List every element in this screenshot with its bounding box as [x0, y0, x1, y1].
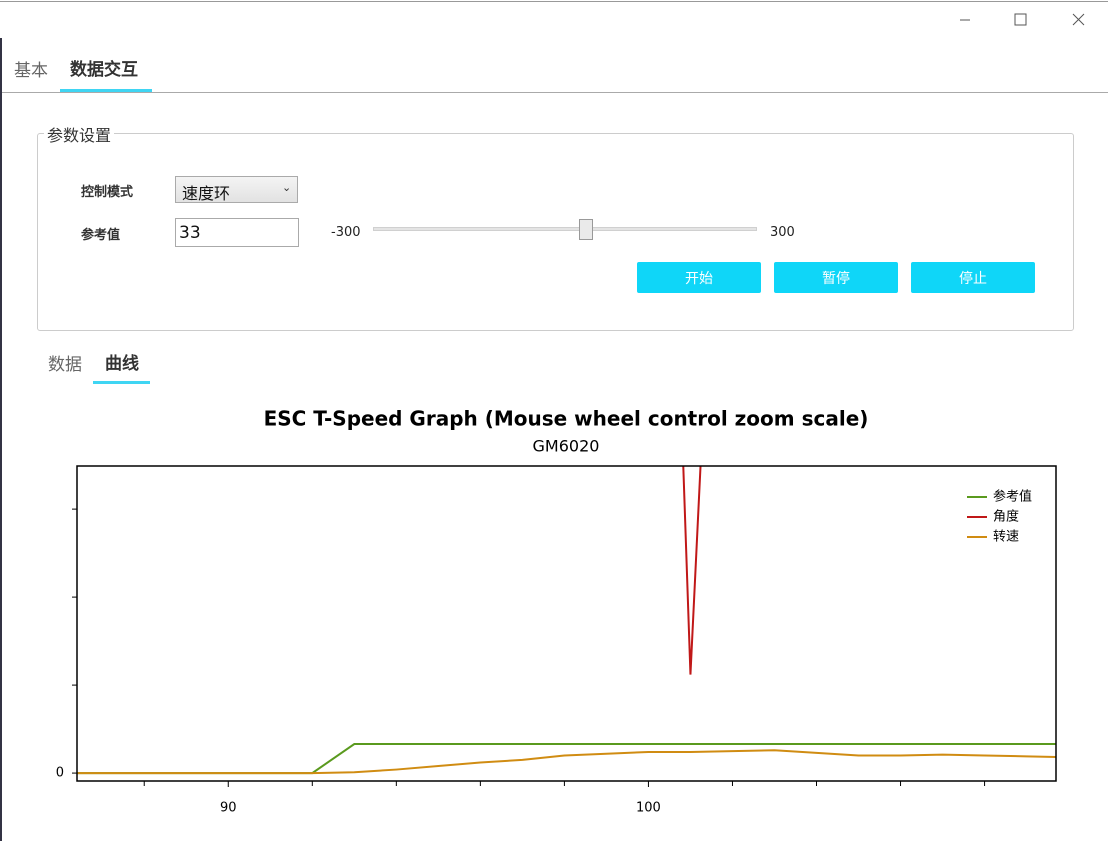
mode-select[interactable]: 速度环 ⌄ — [175, 176, 298, 203]
slider-thumb[interactable] — [579, 219, 594, 240]
series-line — [682, 466, 702, 675]
slider-track[interactable] — [373, 227, 757, 231]
stop-button[interactable]: 停止 — [911, 262, 1035, 293]
slider-max: 300 — [770, 225, 795, 240]
tab-divider — [2, 92, 1108, 93]
group-title: 参数设置 — [44, 122, 115, 146]
series-line — [77, 749, 1056, 775]
chart: ESC T-Speed Graph (Mouse wheel control z… — [56, 407, 1057, 816]
input-value: 33 — [179, 223, 201, 243]
legend-label: 角度 — [993, 509, 1019, 525]
x-tick-label: 90 — [220, 801, 237, 816]
tab-active[interactable]: 数据交互 — [70, 60, 138, 80]
chart-title: ESC T-Speed Graph (Mouse wheel control z… — [264, 407, 869, 431]
subtab[interactable]: 数据 — [48, 355, 82, 375]
mode-label: 控制模式 — [81, 185, 134, 200]
series-line — [77, 743, 1056, 775]
select-arrow: ⌄ — [282, 181, 292, 194]
ref-input[interactable]: 33 — [175, 218, 299, 247]
left-edge — [0, 38, 2, 841]
tab-underline — [60, 89, 152, 92]
ref-label: 参考值 — [81, 228, 121, 243]
maximize[interactable] — [1014, 13, 1027, 26]
top-border — [0, 1, 1108, 2]
plot-frame — [76, 465, 1057, 782]
window-controls[interactable] — [950, 8, 1100, 32]
group-box — [37, 133, 1074, 331]
subtab-active[interactable]: 曲线 — [105, 354, 139, 374]
chart-subtitle: GM6020 — [533, 437, 600, 456]
pause-button[interactable]: 暂停 — [774, 262, 898, 293]
x-tick-label: 100 — [636, 801, 661, 816]
select-value: 速度环 — [182, 184, 231, 203]
start-button[interactable]: 开始 — [637, 262, 761, 293]
close[interactable] — [1072, 13, 1085, 26]
tab[interactable]: 基本 — [14, 61, 48, 81]
subtab-underline — [93, 381, 150, 384]
y-tick-label: 0 — [56, 766, 64, 781]
legend-label: 转速 — [993, 530, 1019, 545]
slider-min: -300 — [331, 225, 361, 240]
legend-label: 参考值 — [993, 489, 1032, 505]
